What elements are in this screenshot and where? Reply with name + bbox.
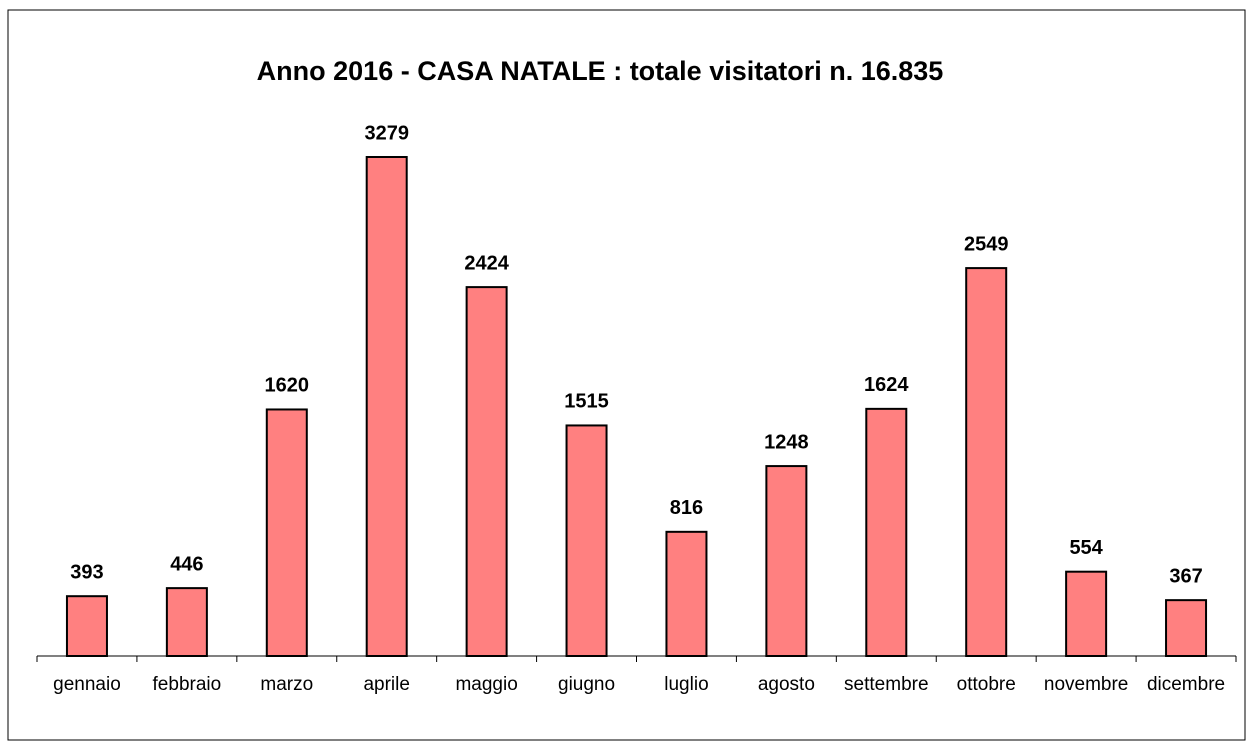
chart-frame: [7, 9, 1246, 741]
bar: [465, 286, 508, 657]
x-tick-label: luglio: [664, 674, 708, 695]
bar: [65, 595, 108, 658]
x-tick-label: ottobre: [957, 674, 1016, 695]
value-label: 554: [1069, 537, 1103, 559]
value-label: 1248: [764, 431, 809, 453]
bar: [965, 267, 1008, 657]
value-label: 446: [170, 553, 203, 575]
bar: [165, 587, 208, 658]
chart-title: Anno 2016 - CASA NATALE : totale visitat…: [257, 56, 944, 86]
bar: [865, 407, 908, 657]
x-tick-label: maggio: [455, 674, 517, 695]
x-tick-label: gennaio: [53, 674, 121, 695]
bar: [1065, 570, 1108, 657]
value-label: 1624: [864, 374, 909, 396]
value-label: 367: [1169, 565, 1202, 587]
x-tick-label: settembre: [844, 674, 928, 695]
value-label: 393: [70, 561, 103, 583]
bar: [565, 424, 608, 657]
value-label: 2424: [464, 252, 509, 274]
x-tick-label: dicembre: [1147, 674, 1225, 695]
bar: [765, 465, 808, 657]
value-label: 3279: [364, 122, 409, 144]
value-label: 816: [670, 497, 703, 519]
bar: [1165, 599, 1208, 657]
value-label: 2549: [964, 233, 1009, 255]
x-tick-label: aprile: [363, 674, 409, 695]
x-tick-label: marzo: [260, 674, 313, 695]
x-tick-label: agosto: [758, 674, 815, 695]
x-tick-label: giugno: [558, 674, 615, 695]
bar: [665, 530, 708, 657]
bar: [265, 408, 308, 658]
value-label: 1620: [265, 375, 310, 397]
x-tick-label: novembre: [1044, 674, 1129, 695]
x-tick-label: febbraio: [153, 674, 222, 695]
value-label: 1515: [564, 391, 609, 413]
bar: [365, 156, 408, 657]
